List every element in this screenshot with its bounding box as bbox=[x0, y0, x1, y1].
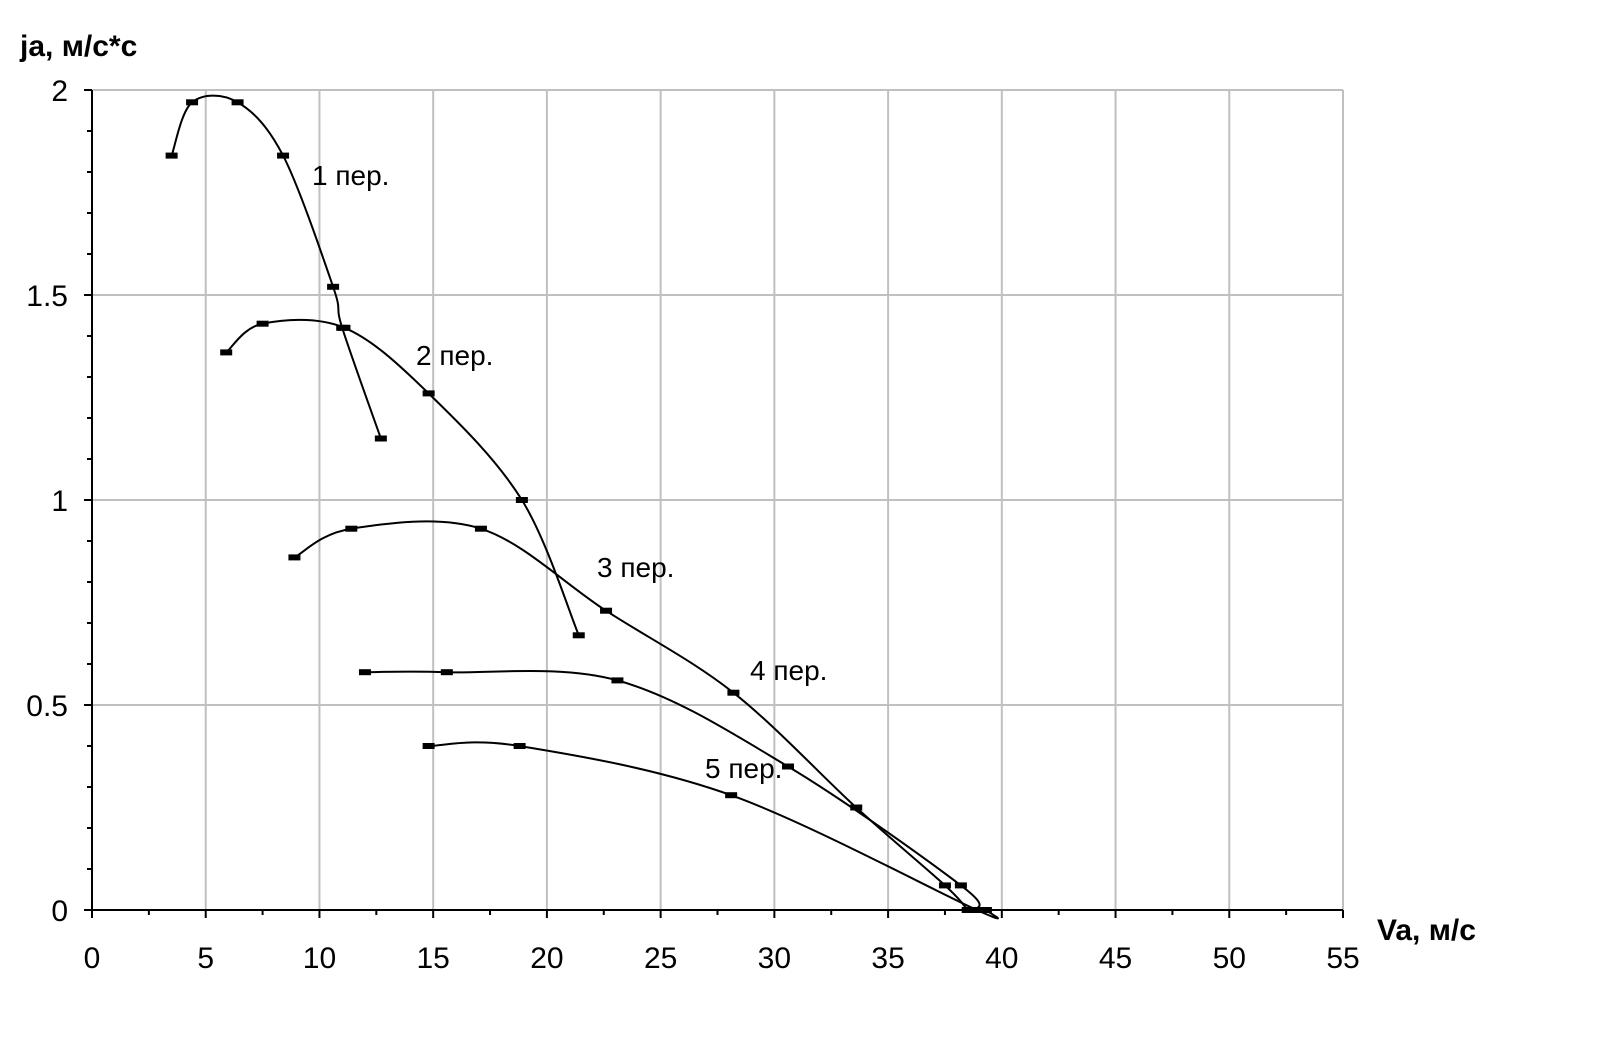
data-point-marker bbox=[440, 669, 453, 676]
curves bbox=[170, 94, 999, 920]
series-label-3: 3 пер. bbox=[597, 552, 674, 583]
x-tick-label: 50 bbox=[1213, 942, 1246, 975]
data-point-marker bbox=[961, 907, 974, 913]
data-point-marker bbox=[374, 435, 387, 442]
y-tick-label: 2 bbox=[51, 75, 68, 108]
y-tick-label: 1.5 bbox=[26, 280, 68, 313]
series-line-1 bbox=[170, 94, 382, 439]
data-point-marker bbox=[422, 390, 435, 397]
data-point-marker bbox=[422, 743, 435, 749]
x-axis-title: Va, м/с bbox=[1377, 914, 1476, 947]
ticks: 0 5 10 15 20 25 30 35 40 45 50 55 0 0.5 1 1.5 2 bbox=[26, 75, 1359, 975]
data-point-marker bbox=[327, 283, 340, 290]
data-point-marker bbox=[220, 349, 233, 356]
data-point-marker bbox=[256, 320, 269, 327]
data-point-marker bbox=[277, 152, 290, 159]
data-point-marker bbox=[979, 907, 992, 913]
data-point-marker bbox=[970, 907, 983, 913]
data-point-marker bbox=[600, 607, 613, 614]
y-tick-label: 0 bbox=[51, 895, 68, 928]
x-tick-label: 35 bbox=[871, 942, 904, 975]
series-label-2: 2 пер. bbox=[416, 340, 493, 371]
data-point-marker bbox=[572, 632, 585, 639]
data-point-marker bbox=[515, 497, 528, 503]
data-point-marker bbox=[358, 669, 371, 676]
x-tick-label: 45 bbox=[1099, 942, 1132, 975]
data-point-marker bbox=[165, 152, 178, 159]
x-tick-label: 55 bbox=[1326, 942, 1359, 975]
series-line-2 bbox=[225, 318, 580, 636]
data-point-marker bbox=[474, 525, 487, 532]
series-label-4: 4 пер. bbox=[750, 655, 827, 686]
series-labels: 1 пер. 2 пер. 3 пер. 4 пер. 5 пер. bbox=[312, 160, 827, 784]
data-point-marker bbox=[850, 804, 863, 811]
data-point-marker bbox=[338, 324, 351, 331]
y-tick-label: 1 bbox=[51, 485, 68, 518]
series-line-3 bbox=[293, 520, 969, 911]
data-point-marker bbox=[345, 525, 358, 532]
data-point-marker bbox=[938, 882, 951, 889]
data-point-marker bbox=[727, 689, 740, 696]
data-point-marker bbox=[288, 554, 301, 561]
x-tick-label: 25 bbox=[644, 942, 677, 975]
series-label-5: 5 пер. bbox=[705, 753, 782, 784]
y-tick-label: 0.5 bbox=[26, 690, 68, 723]
series-label-1: 1 пер. bbox=[312, 160, 389, 191]
data-point-marker bbox=[725, 792, 738, 799]
data-point-marker bbox=[513, 743, 526, 749]
x-tick-label: 5 bbox=[197, 942, 214, 975]
x-tick-label: 10 bbox=[303, 942, 336, 975]
x-tick-label: 40 bbox=[985, 942, 1018, 975]
y-axis-title: ja, м/с*с bbox=[19, 30, 137, 63]
x-tick-label: 15 bbox=[416, 942, 449, 975]
data-point-marker bbox=[611, 677, 624, 684]
data-point-marker bbox=[186, 99, 199, 106]
data-point-marker bbox=[954, 882, 967, 889]
data-point-marker bbox=[782, 763, 795, 770]
x-tick-label: 0 bbox=[84, 942, 101, 975]
markers bbox=[165, 99, 992, 913]
grid bbox=[92, 89, 1344, 910]
data-point-marker bbox=[231, 99, 244, 106]
x-tick-label: 30 bbox=[758, 942, 791, 975]
x-tick-label: 20 bbox=[530, 942, 563, 975]
